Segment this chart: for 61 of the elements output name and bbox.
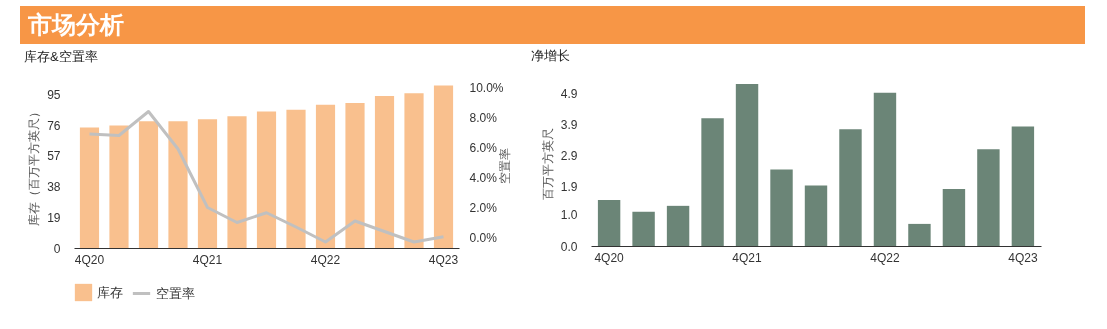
- y-tick-label: 57: [47, 149, 61, 164]
- y-tick-label: 76: [47, 118, 61, 133]
- bar: [79, 127, 100, 248]
- bar: [804, 185, 828, 246]
- x-tick-label: 4Q20: [74, 252, 105, 267]
- y2-axis-title: 空置率: [497, 148, 512, 184]
- bar: [666, 205, 690, 246]
- legend-label: 库存: [97, 284, 123, 300]
- y2-tick-label: 2.0%: [469, 201, 498, 215]
- x-tick-label: 4Q23: [428, 252, 459, 267]
- bar: [345, 102, 365, 248]
- bar: [839, 129, 862, 246]
- y-axis-title: 库存（百万平方英尺）: [27, 106, 42, 226]
- bar: [197, 119, 218, 248]
- bar: [977, 149, 1000, 246]
- y2-tick-label: 0.0%: [469, 231, 498, 245]
- x-tick-label: 4Q20: [594, 250, 625, 265]
- bar: [109, 125, 129, 248]
- y2-tick-label: 6.0%: [469, 141, 498, 155]
- x-tick-label: 4Q21: [732, 250, 763, 265]
- bar: [873, 92, 897, 246]
- y-tick-label: 95: [47, 87, 61, 102]
- y-axis-title: 百万平方英尺: [540, 128, 555, 200]
- x-tick-label: 4Q21: [192, 252, 223, 267]
- x-tick-label: 4Q23: [1008, 250, 1038, 265]
- y2-tick-label: 10.0%: [469, 81, 504, 95]
- bar: [168, 121, 188, 248]
- x-tick-label: 4Q22: [870, 250, 900, 265]
- y-tick-label: 3.9: [560, 118, 578, 133]
- bar: [597, 199, 621, 246]
- bar: [632, 211, 655, 246]
- bar: [138, 121, 159, 248]
- chart-title: 库存&空置率: [24, 48, 98, 64]
- bar: [1011, 126, 1035, 246]
- bar: [374, 96, 395, 248]
- bar: [433, 85, 454, 248]
- bar: [404, 93, 424, 248]
- bar: [701, 118, 724, 246]
- text: 市场分析: [20, 6, 1085, 44]
- y-tick-label: 38: [47, 180, 61, 195]
- bar: [735, 84, 759, 246]
- bar: [315, 104, 336, 248]
- x-tick-label: 4Q22: [310, 252, 341, 267]
- y-tick-label: 2.9: [560, 149, 578, 164]
- y2-tick-label: 8.0%: [469, 111, 498, 125]
- bar: [286, 109, 306, 248]
- bar: [942, 189, 966, 246]
- line-series: [87, 110, 446, 244]
- y-tick-label: 0: [53, 241, 61, 256]
- bar: [770, 169, 793, 246]
- legend-label: 空置率: [156, 285, 195, 301]
- y2-tick-label: 4.0%: [469, 171, 498, 185]
- y-tick-label: 1.9: [560, 180, 578, 195]
- y-tick-label: 1.0: [560, 208, 578, 223]
- y-tick-label: 19: [47, 210, 61, 225]
- chart-title: 净增长: [531, 48, 570, 63]
- bar: [908, 223, 931, 246]
- y-tick-label: 0.0: [560, 239, 578, 254]
- bar: [256, 111, 277, 248]
- y-tick-label: 4.9: [560, 86, 578, 101]
- bar: [227, 116, 247, 248]
